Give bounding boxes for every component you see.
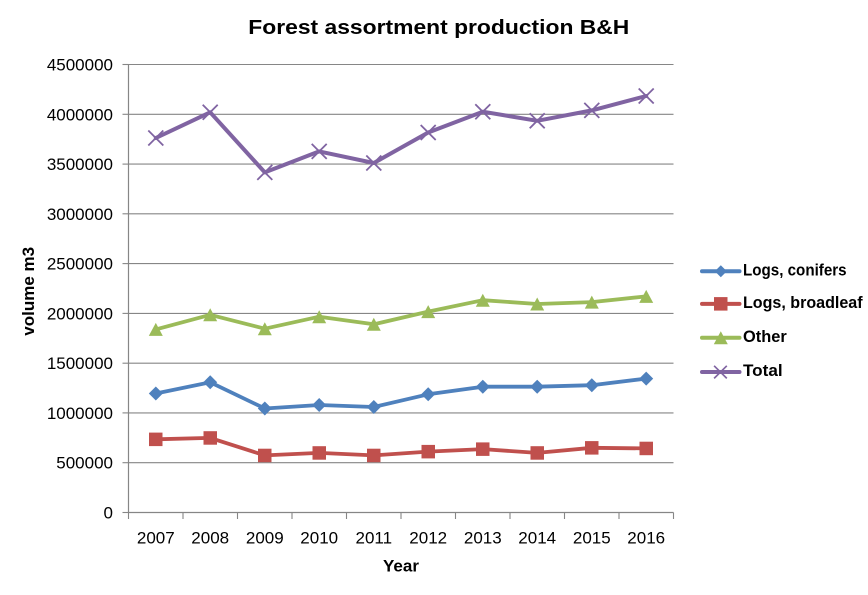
svg-text:2008: 2008 xyxy=(191,528,229,547)
svg-text:Total: Total xyxy=(743,361,783,380)
svg-text:0: 0 xyxy=(104,504,113,523)
svg-text:2009: 2009 xyxy=(246,528,284,547)
svg-text:4500000: 4500000 xyxy=(47,56,113,75)
svg-text:1000000: 1000000 xyxy=(47,404,113,423)
svg-text:3000000: 3000000 xyxy=(47,205,113,224)
svg-text:Logs, broadleaf: Logs, broadleaf xyxy=(743,293,863,312)
svg-text:2016: 2016 xyxy=(627,528,665,547)
svg-text:2011: 2011 xyxy=(356,528,393,547)
svg-text:Logs, conifers: Logs, conifers xyxy=(743,260,847,279)
svg-text:2014: 2014 xyxy=(518,528,556,547)
svg-text:3500000: 3500000 xyxy=(47,155,113,174)
svg-text:500000: 500000 xyxy=(56,454,113,473)
svg-text:Forest assortment production B: Forest assortment production B&H xyxy=(248,17,629,39)
svg-text:2012: 2012 xyxy=(409,528,447,547)
svg-text:Year: Year xyxy=(383,556,419,575)
svg-text:2007: 2007 xyxy=(137,528,175,547)
svg-text:2013: 2013 xyxy=(464,528,502,547)
svg-text:1500000: 1500000 xyxy=(47,354,113,373)
svg-text:2500000: 2500000 xyxy=(47,255,113,274)
svg-text:4000000: 4000000 xyxy=(47,105,113,124)
svg-text:volume m3: volume m3 xyxy=(19,247,38,336)
svg-text:2000000: 2000000 xyxy=(47,304,113,323)
svg-text:2010: 2010 xyxy=(300,528,338,547)
svg-text:Other: Other xyxy=(743,327,787,346)
svg-text:2015: 2015 xyxy=(573,528,611,547)
